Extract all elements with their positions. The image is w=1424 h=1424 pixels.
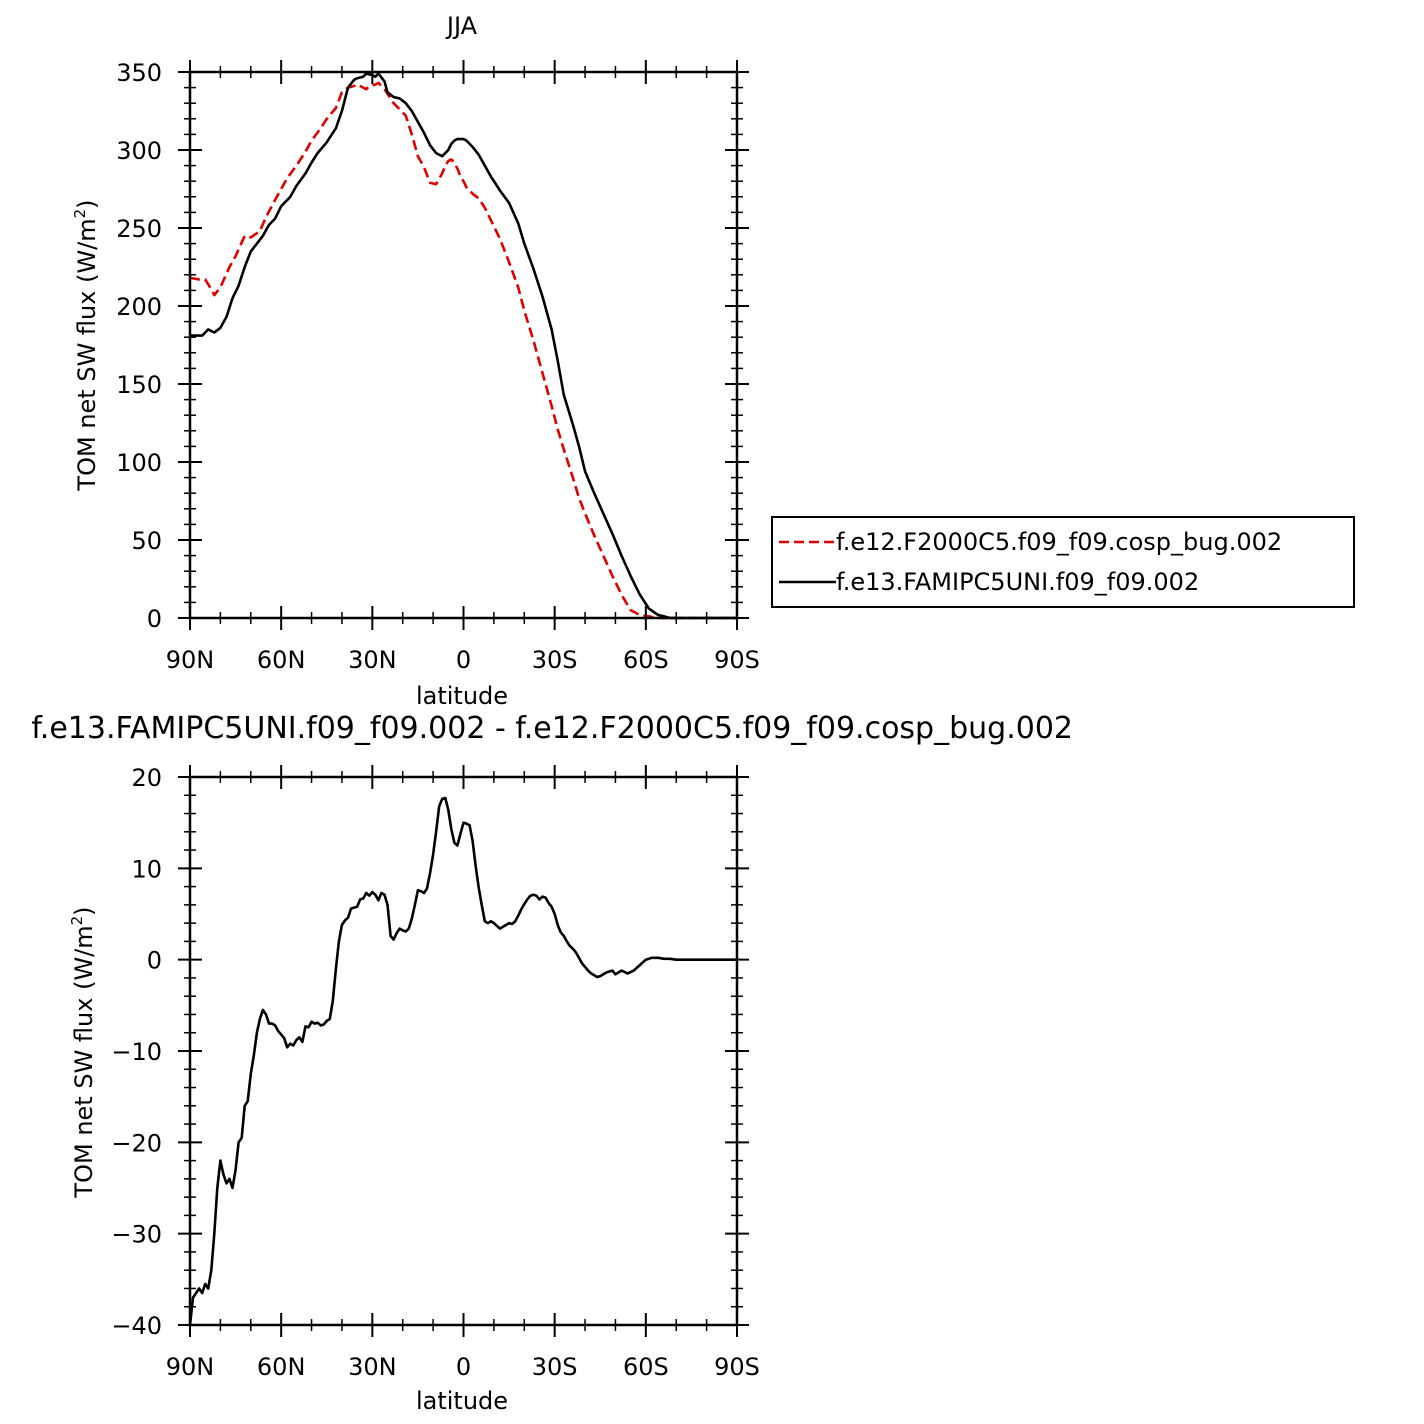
legend-label-red-series: f.e12.F2000C5.f09_f09.cosp_bug.002 bbox=[836, 528, 1282, 556]
legend: f.e12.F2000C5.f09_f09.cosp_bug.002 f.e13… bbox=[771, 516, 1355, 608]
panel-bottom-y-tick-label: −10 bbox=[111, 1038, 162, 1066]
panel-top-y-tick-label: 150 bbox=[116, 371, 162, 399]
panel-bottom-x-tick-label: 90N bbox=[166, 1353, 215, 1381]
panel-bottom-title: f.e13.FAMIPC5UNI.f09_f09.002 - f.e12.F20… bbox=[31, 711, 1073, 746]
panel-top-plot-frame bbox=[188, 70, 739, 620]
panel-top-x-axis-label: latitude bbox=[416, 682, 508, 710]
panel-top-y-tick-label: 350 bbox=[116, 59, 162, 87]
panel-bottom-y-tick-label: −40 bbox=[111, 1312, 162, 1340]
panel-bottom-y-tick-label: 0 bbox=[147, 947, 162, 975]
legend-label-black-series: f.e13.FAMIPC5UNI.f09_f09.002 bbox=[836, 568, 1199, 596]
panel-top-x-tick-label: 30S bbox=[532, 646, 578, 674]
panel-top-x-tick-label: 90N bbox=[166, 646, 215, 674]
panel-top-series-line-0 bbox=[189, 81, 737, 620]
legend-box bbox=[771, 516, 1355, 608]
panel-top-x-tick-label: 30N bbox=[348, 646, 397, 674]
panel-bottom-y-tick-label: 20 bbox=[131, 764, 162, 792]
panel-bottom-y-axis-label: TOM net SW flux (W/m2) bbox=[68, 906, 98, 1198]
panel-top-axes: 0 50 100 150 200 250 300 350 90N 60N 30N 0 30S 60S 90S bbox=[116, 59, 760, 674]
panel-top-x-tick-label: 0 bbox=[456, 646, 471, 674]
panel-bottom-x-axis-label: latitude bbox=[416, 1387, 508, 1415]
panel-bottom-x-tick-label: 60N bbox=[257, 1353, 306, 1381]
panel-top-x-tick-label: 90S bbox=[714, 646, 760, 674]
panel-bottom-y-tick-label: −30 bbox=[111, 1221, 162, 1249]
panel-bottom-series-line-0 bbox=[188, 796, 737, 1326]
panel-top-y-tick-label: 0 bbox=[147, 605, 162, 633]
panel-top: JJA 0 50 100 150 200 250 300 350 90N 60N 30N 0 30S 60… bbox=[71, 12, 1355, 710]
panel-bottom-plot-frame bbox=[188, 775, 739, 1327]
panel-top-y-tick-label: 250 bbox=[116, 215, 162, 243]
panel-bottom-y-tick-label: 10 bbox=[131, 855, 162, 883]
panel-top-x-tick-label: 60S bbox=[623, 646, 669, 674]
panel-top-title: JJA bbox=[445, 12, 478, 40]
panel-bottom-x-tick-label: 60S bbox=[623, 1353, 669, 1381]
panel-top-y-tick-label: 100 bbox=[116, 449, 162, 477]
panel-top-series bbox=[189, 72, 737, 620]
panel-bottom-x-tick-label: 0 bbox=[456, 1353, 471, 1381]
panel-bottom: f.e13.FAMIPC5UNI.f09_f09.002 - f.e12.F20… bbox=[31, 711, 1073, 1415]
panel-top-y-tick-label: 200 bbox=[116, 293, 162, 321]
panel-top-y-axis-label: TOM net SW flux (W/m2) bbox=[71, 199, 101, 491]
panel-bottom-series bbox=[188, 796, 737, 1326]
panel-top-x-tick-label: 60N bbox=[257, 646, 306, 674]
panel-bottom-y-tick-label: −20 bbox=[111, 1129, 162, 1157]
panel-bottom-x-tick-label: 30S bbox=[532, 1353, 578, 1381]
panel-bottom-x-tick-label: 90S bbox=[714, 1353, 760, 1381]
panel-bottom-x-tick-label: 30N bbox=[348, 1353, 397, 1381]
panel-top-y-tick-label: 50 bbox=[131, 527, 162, 555]
panel-top-series-line-1 bbox=[190, 72, 737, 620]
panel-top-y-tick-label: 300 bbox=[116, 137, 162, 165]
panel-bottom-axes: −40 −30 −20 −10 0 10 20 90N 60N 30N 0 30S 60S 90S bbox=[111, 764, 760, 1381]
